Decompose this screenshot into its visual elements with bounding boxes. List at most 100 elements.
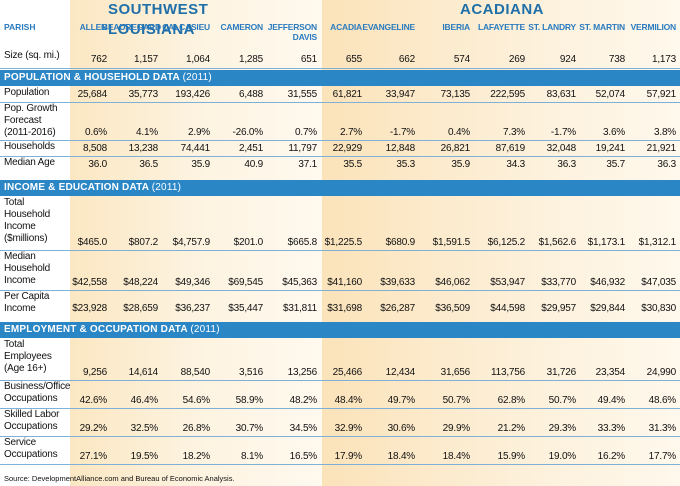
row-label: Households — [4, 141, 55, 152]
section-year: (2011) — [190, 324, 220, 335]
row-label: Total Employees (Age 16+) — [4, 339, 52, 374]
cell-value: $1,312.1 — [638, 237, 677, 248]
cell-value: 32,048 — [546, 143, 577, 154]
cell-value: $6,125.2 — [487, 237, 526, 248]
row-label: Skilled Labor Occupations — [4, 409, 60, 432]
cell-value: 3.6% — [603, 127, 625, 138]
cell-value: $201.0 — [233, 237, 264, 248]
cell-value: 48.4% — [334, 395, 363, 406]
cell-value: $47,035 — [641, 277, 676, 288]
cell-value: 61,821 — [332, 89, 363, 100]
cell-value: 924 — [559, 54, 576, 65]
column-header: IBERIA — [442, 22, 470, 32]
cell-value: 35.9 — [451, 159, 470, 170]
cell-value: $44,598 — [490, 303, 525, 314]
cell-value: $29,957 — [541, 303, 576, 314]
cell-value: 15.9% — [497, 451, 526, 462]
cell-value: 37.1 — [298, 159, 317, 170]
row-label: Per Capita Income — [4, 291, 50, 314]
cell-value: 73,135 — [440, 89, 471, 100]
cell-value: 16.5% — [289, 451, 318, 462]
cell-value: 32.9% — [334, 423, 363, 434]
cell-value: $31,811 — [282, 303, 317, 314]
table-row: Median Age 36.0 36.5 35.9 40.9 37.1 35.5 35.3 35… — [0, 157, 680, 172]
cell-value: $1,225.5 — [324, 237, 363, 248]
cell-value: 22,929 — [332, 143, 363, 154]
cell-value: 52,074 — [595, 89, 626, 100]
cell-value: 8.1% — [241, 451, 263, 462]
cell-value: -26.0% — [232, 127, 264, 138]
cell-value: $23,928 — [72, 303, 107, 314]
cell-value: 655 — [345, 54, 362, 65]
cell-value: 36.5 — [139, 159, 158, 170]
cell-value: 25,466 — [332, 367, 363, 378]
row-label: Median Age — [4, 157, 55, 168]
cell-value: 57,921 — [646, 89, 677, 100]
cell-value: $29,844 — [590, 303, 625, 314]
cell-value: 30.6% — [387, 423, 416, 434]
row-label: Median Household Income — [4, 251, 51, 286]
cell-value: -1.7% — [550, 127, 576, 138]
cell-value: 46.4% — [130, 395, 159, 406]
cell-value: $46,932 — [590, 277, 625, 288]
cell-value: 3,516 — [238, 367, 263, 378]
row-label: Business/Office Occupations — [4, 381, 71, 404]
cell-value: 3.8% — [654, 127, 676, 138]
cell-value: 0.6% — [85, 127, 107, 138]
cell-value: 32.5% — [130, 423, 159, 434]
table-row: Business/Office Occupations 42.6% 46.4% 54.… — [0, 381, 680, 408]
cell-value: 26,821 — [440, 143, 471, 154]
cell-value: 31,726 — [546, 367, 577, 378]
cell-value: 222,595 — [490, 89, 525, 100]
cell-value: $26,287 — [380, 303, 415, 314]
cell-value: 35.5 — [343, 159, 362, 170]
cell-value: 19.5% — [130, 451, 159, 462]
row-label: Population — [4, 87, 50, 98]
section-title: POPULATION & HOUSEHOLD DATA — [4, 72, 180, 83]
section-year: (2011) — [151, 182, 182, 193]
row-divider — [0, 436, 680, 437]
cell-value: $4,757.9 — [172, 237, 211, 248]
cell-value: 36.3 — [557, 159, 576, 170]
cell-value: 42.6% — [79, 395, 108, 406]
table-row: Skilled Labor Occupations 29.2% 32.5% 26.8%… — [0, 409, 680, 436]
column-header: ALLEN — [79, 22, 108, 32]
cell-value: 12,434 — [385, 367, 416, 378]
cell-value: $46,062 — [435, 277, 470, 288]
row-divider — [0, 156, 680, 157]
cell-value: $465.0 — [77, 237, 108, 248]
cell-value: $1,591.5 — [432, 237, 471, 248]
cell-value: $45,363 — [282, 277, 317, 288]
cell-value: 17.7% — [648, 451, 677, 462]
section-title: EMPLOYMENT & OCCUPATION DATA — [4, 324, 188, 335]
table-row: Service Occupations 27.1% 19.5% 18.2% 8.1% 16… — [0, 437, 680, 464]
cell-value: 29.9% — [442, 423, 471, 434]
cell-value: 662 — [398, 54, 415, 65]
cell-value: 7.3% — [503, 127, 525, 138]
cell-value: $30,830 — [641, 303, 676, 314]
cell-value: 0.7% — [295, 127, 317, 138]
cell-value: 88,540 — [180, 367, 211, 378]
cell-value: 23,354 — [595, 367, 626, 378]
column-header: JEFFERSON DAVIS — [267, 22, 317, 42]
row-label: Service Occupations — [4, 437, 58, 460]
row-divider — [0, 250, 680, 251]
cell-value: $41,160 — [327, 277, 362, 288]
cell-value: 2.7% — [340, 127, 362, 138]
column-header: ST. LANDRY — [528, 22, 576, 32]
cell-value: 0.4% — [448, 127, 470, 138]
cell-value: 6,488 — [238, 89, 263, 100]
cell-value: 34.5% — [289, 423, 318, 434]
cell-value: 33,947 — [385, 89, 416, 100]
cell-value: -1.7% — [389, 127, 415, 138]
row-label: Size (sq. mi.) — [4, 50, 60, 61]
section-year: (2011) — [182, 72, 212, 83]
cell-value: 269 — [508, 54, 525, 65]
cell-value: 17.9% — [334, 451, 363, 462]
cell-value: 31.3% — [648, 423, 677, 434]
cell-value: 54.6% — [182, 395, 211, 406]
cell-value: $49,346 — [175, 277, 210, 288]
cell-value: 21,921 — [646, 143, 677, 154]
cell-value: 31,656 — [440, 367, 471, 378]
column-header: ACADIA — [330, 22, 362, 32]
